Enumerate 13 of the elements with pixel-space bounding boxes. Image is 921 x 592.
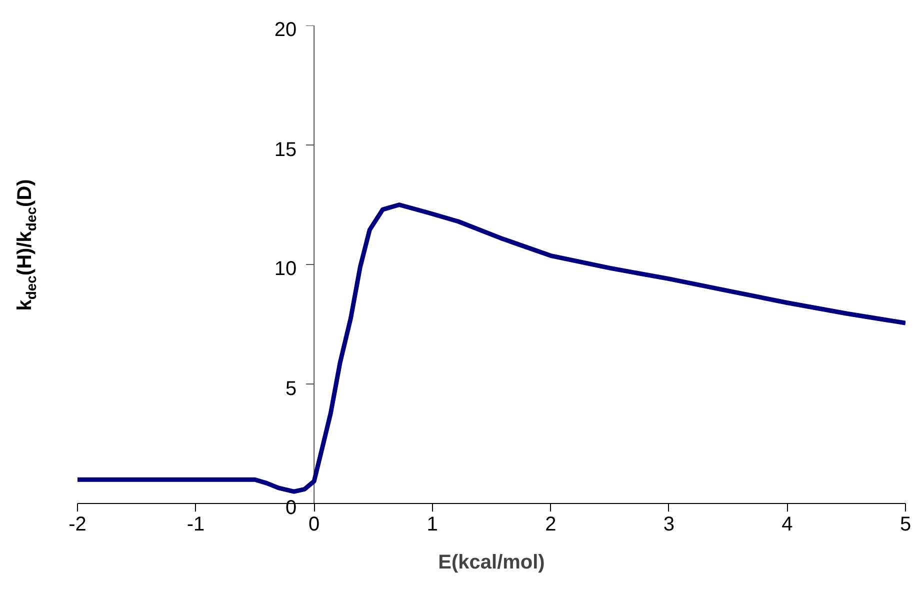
y-tick-label: 20: [273, 18, 297, 42]
x-tick-label: 5: [900, 514, 912, 536]
x-axis-title: E(kcal/mol): [438, 552, 545, 574]
y-tick-label: 15: [273, 138, 297, 162]
y-tick-label: 10: [273, 257, 297, 281]
x-tick-label: 3: [663, 514, 674, 536]
x-tick-label: 0: [308, 514, 320, 536]
y-tick-label: 5: [284, 376, 297, 400]
x-tick-label: 2: [545, 514, 556, 536]
x-tick-label: 4: [782, 514, 793, 536]
x-tick-label: 1: [426, 514, 438, 536]
x-tick-label: -1: [186, 514, 205, 536]
x-tick-label: -2: [68, 514, 86, 536]
